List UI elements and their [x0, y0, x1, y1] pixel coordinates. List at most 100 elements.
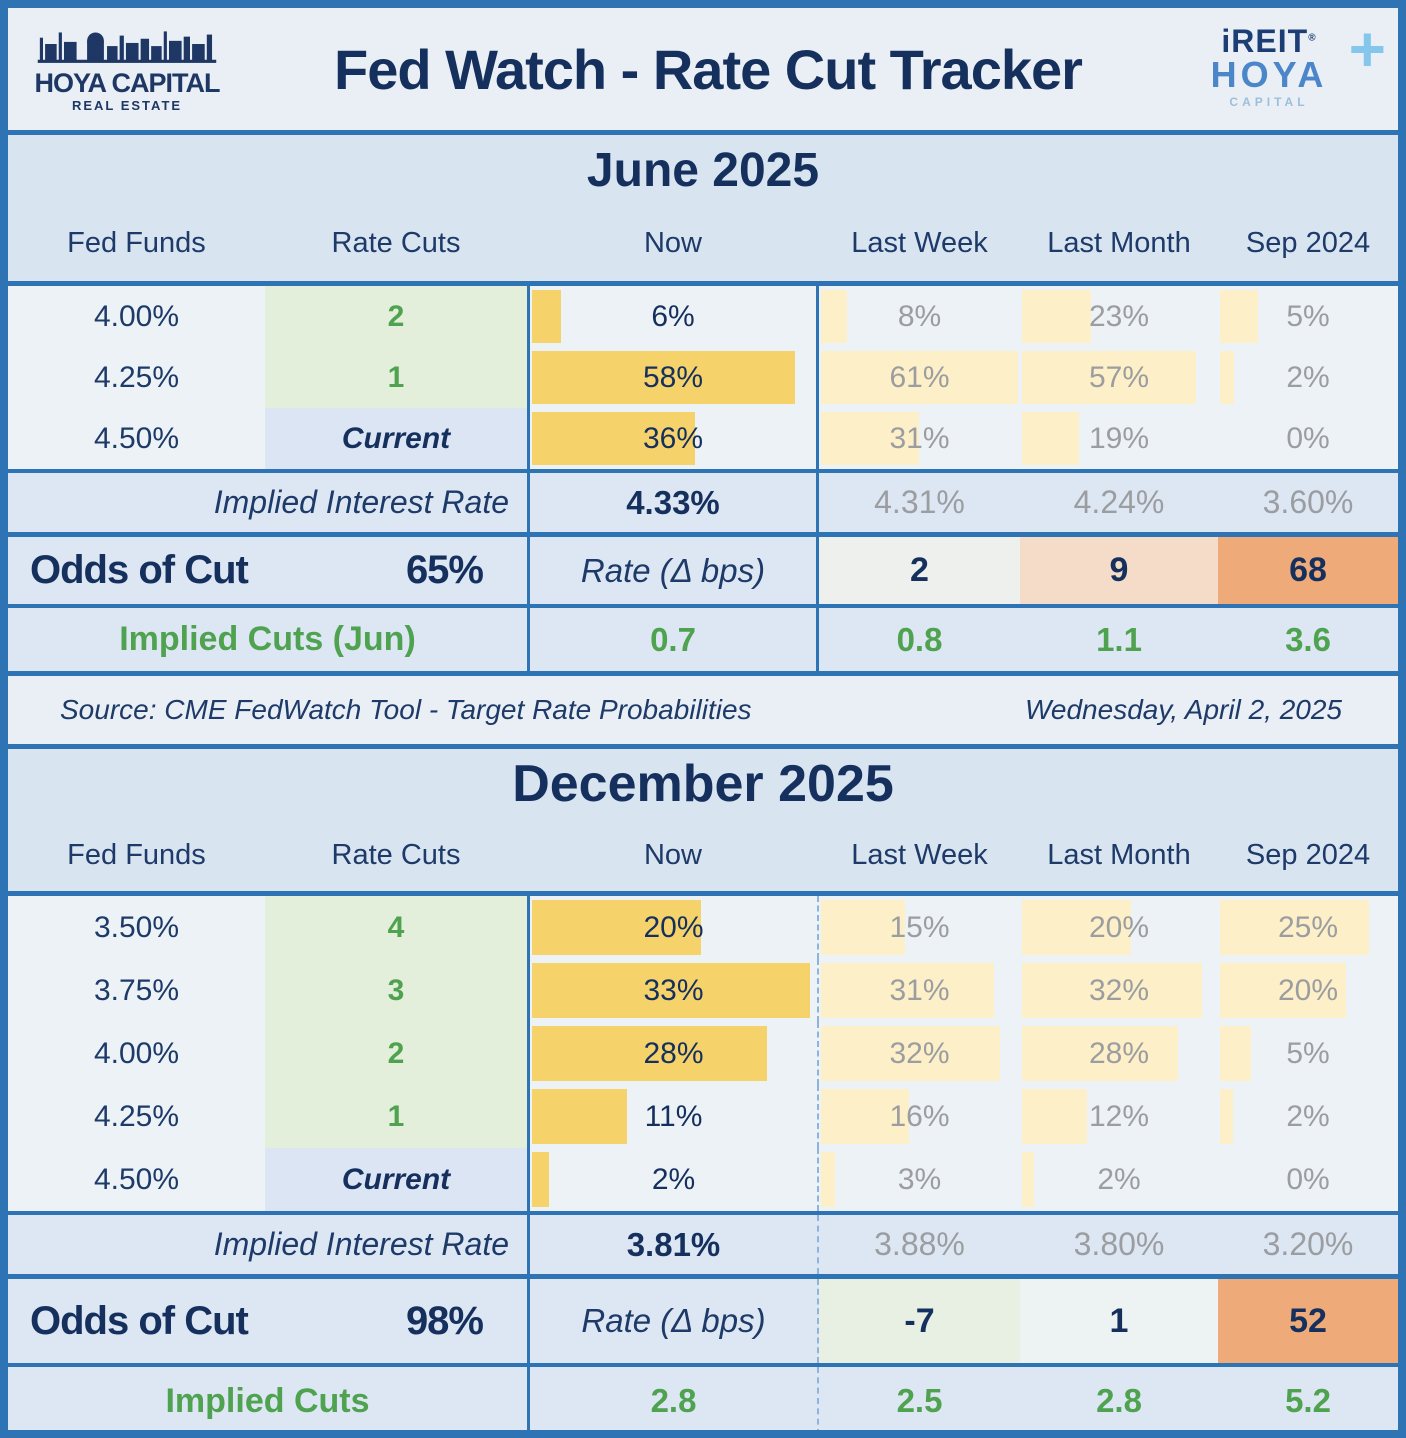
divider — [8, 671, 1398, 676]
header: HOYA CAPITAL REAL ESTATE Fed Watch - Rat… — [8, 8, 1398, 130]
col-header-sep-2024: Sep 2024 — [1245, 226, 1371, 259]
source-date: Wednesday, April 2, 2025 — [1024, 694, 1342, 725]
sep-2024-cell: 25% — [1218, 896, 1398, 959]
implied-cuts-last-week: 0.8 — [896, 620, 943, 658]
data-bar — [1022, 1026, 1179, 1081]
data-bar — [821, 290, 848, 343]
data-bar — [1220, 963, 1346, 1018]
data-bar — [532, 1089, 627, 1144]
june-implied-rate-row: Implied Interest Rate 4.33% 4.31% 4.24% … — [8, 473, 1398, 532]
divider — [8, 532, 1398, 537]
last-month-cell: 28% — [1020, 1022, 1218, 1085]
now-cell: 20% — [527, 896, 819, 959]
last-week-cell: 31% — [819, 959, 1020, 1022]
rate-delta-last-month: 9 — [1020, 537, 1218, 604]
data-bar — [1220, 900, 1370, 955]
divider — [8, 891, 1398, 896]
implied-rate-label: Implied Interest Rate — [213, 1226, 509, 1262]
fed-funds-cell: 3.75% — [93, 973, 180, 1007]
registered-mark: ® — [1308, 32, 1317, 44]
last-month-cell: 23% — [1020, 286, 1218, 347]
data-bar — [532, 351, 796, 404]
rate-delta-last-week: 2 — [819, 537, 1020, 604]
odds-of-cut-label: Odds of Cut — [30, 548, 249, 592]
data-bar — [532, 1152, 550, 1207]
divider — [8, 1274, 1398, 1279]
implied-cuts-now: 0.7 — [527, 608, 819, 671]
implied-cuts-last-week: 2.5 — [896, 1382, 943, 1419]
col-header-sep-2024: Sep 2024 — [1245, 838, 1371, 871]
table-row: 4.50% Current 36% 31% 19% 0% — [8, 408, 1398, 469]
fed-funds-cell: 4.25% — [93, 360, 180, 394]
fed-funds-cell: 4.50% — [93, 1162, 180, 1196]
divider — [8, 281, 1398, 286]
table-row: 4.25% 1 11% 16% 12% 2% — [8, 1085, 1398, 1148]
december-column-headers: Fed Funds Rate Cuts Now Last Week Last M… — [8, 819, 1398, 891]
implied-cuts-last-month: 2.8 — [1096, 1382, 1142, 1419]
december-data-rows: 3.50% 4 20% 15% 20% 25% 3.75% 3 33% — [8, 896, 1398, 1211]
now-cell: 11% — [527, 1085, 819, 1148]
implied-cuts-label: Implied Cuts — [165, 1381, 370, 1420]
sep-2024-cell: 0% — [1286, 421, 1330, 455]
divider — [8, 469, 1398, 473]
last-week-cell: 31% — [819, 408, 1020, 469]
december-implied-cuts-row: Implied Cuts 2.8 2.5 2.8 5.2 — [8, 1367, 1398, 1430]
last-month-cell: 19% — [1020, 408, 1218, 469]
table-row: 3.75% 3 33% 31% 32% 20% — [8, 959, 1398, 1022]
rate-delta-last-month: 1 — [1020, 1279, 1218, 1363]
implied-rate-now: 4.33% — [527, 473, 819, 532]
data-bar — [532, 290, 561, 343]
logo-right-ireit: iREIT — [1221, 23, 1309, 60]
last-month-cell: 57% — [1020, 347, 1218, 408]
rate-delta-sep-2024: 52 — [1218, 1279, 1398, 1363]
divider — [8, 1211, 1398, 1215]
divider — [8, 604, 1398, 608]
table-row: 4.00% 2 28% 32% 28% 5% — [8, 1022, 1398, 1085]
now-cell: 28% — [527, 1022, 819, 1085]
data-bar — [1022, 1089, 1088, 1144]
now-cell: 33% — [527, 959, 819, 1022]
col-header-last-month: Last Month — [1047, 838, 1191, 871]
june-odds-row: Odds of Cut 65% Rate (Δ bps) 2 9 68 — [8, 537, 1398, 604]
last-month-cell: 20% — [1020, 896, 1218, 959]
fed-funds-cell: 4.00% — [93, 1036, 180, 1070]
rate-cuts-cell: 2 — [265, 1022, 527, 1085]
june-column-headers: Fed Funds Rate Cuts Now Last Week Last M… — [8, 205, 1398, 281]
odds-of-cut-value: 65% — [405, 548, 484, 592]
implied-rate-label: Implied Interest Rate — [213, 484, 509, 520]
last-month-cell: 12% — [1020, 1085, 1218, 1148]
last-week-cell: 32% — [819, 1022, 1020, 1085]
last-week-cell: 61% — [819, 347, 1020, 408]
implied-cuts-label: Implied Cuts (Jun) — [119, 620, 416, 658]
december-odds-row: Odds of Cut 98% Rate (Δ bps) -7 1 52 — [8, 1279, 1398, 1363]
logo-left-name: HOYA CAPITAL — [34, 67, 220, 98]
data-bar — [821, 1026, 1000, 1081]
now-cell: 36% — [527, 408, 819, 469]
data-bar — [1022, 351, 1197, 404]
source-row: Source: CME FedWatch Tool - Target Rate … — [8, 676, 1398, 744]
data-bar — [1022, 290, 1092, 343]
col-header-rate-cuts: Rate Cuts — [331, 226, 461, 259]
implied-rate-last-week: 4.31% — [874, 484, 965, 520]
last-month-cell: 32% — [1020, 959, 1218, 1022]
december-implied-rate-row: Implied Interest Rate 3.81% 3.88% 3.80% … — [8, 1215, 1398, 1274]
logo-left-tagline: REAL ESTATE — [71, 97, 183, 113]
ireit-hoya-logo: iREIT® HOYA CAPITAL + — [1184, 17, 1386, 112]
rate-cuts-current-cell: Current — [265, 408, 527, 469]
now-cell: 58% — [527, 347, 819, 408]
data-bar — [1022, 1152, 1034, 1207]
col-header-now: Now — [643, 838, 702, 871]
implied-rate-last-month: 3.80% — [1073, 1226, 1165, 1262]
june-implied-cuts-row: Implied Cuts (Jun) 0.7 0.8 1.1 3.6 — [8, 608, 1398, 671]
rate-cuts-cell: 1 — [265, 1085, 527, 1148]
table-row: 4.00% 2 6% 8% 23% 5% — [8, 286, 1398, 347]
col-header-last-week: Last Week — [851, 838, 988, 871]
logo-right-hoya: HOYA — [1210, 54, 1328, 96]
rate-delta-last-week: -7 — [819, 1279, 1020, 1363]
odds-of-cut-label: Odds of Cut — [30, 1298, 249, 1343]
page-title: Fed Watch - Rate Cut Tracker — [334, 37, 1083, 101]
data-bar — [821, 412, 920, 465]
data-bar — [532, 963, 811, 1018]
implied-cuts-sep-2024: 5.2 — [1285, 1382, 1331, 1419]
sep-2024-cell: 2% — [1218, 1085, 1398, 1148]
